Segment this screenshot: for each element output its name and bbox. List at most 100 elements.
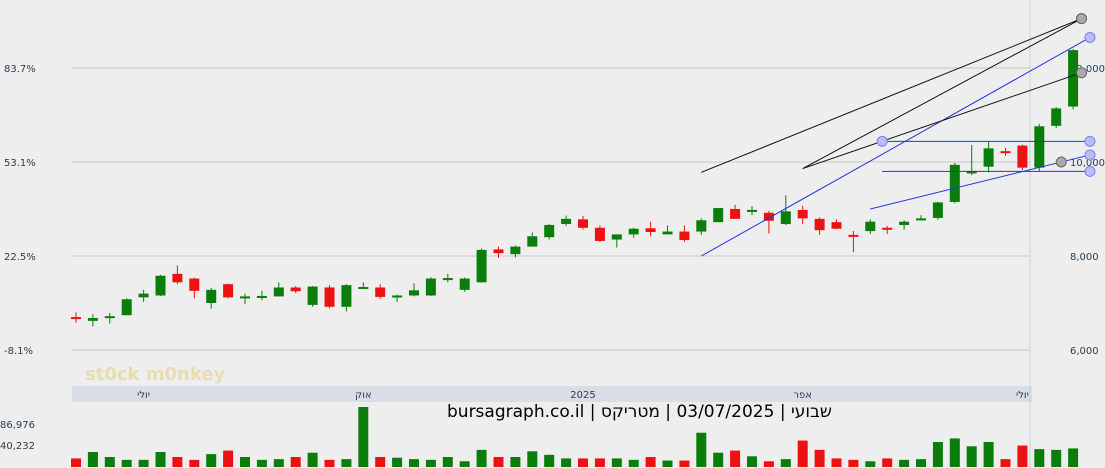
volume-bar [763,461,774,467]
trendline [701,18,1082,173]
price-tick-label: 12,000 [1070,64,1105,75]
candle [983,141,994,173]
candle-body [831,222,842,229]
candle [324,285,335,309]
trendline-handle[interactable] [1084,149,1096,161]
chart-caption: שבועי | 03/07/2025 | מטריקס | bursagraph… [447,402,832,422]
candle [476,248,487,283]
volume-bar [392,457,403,467]
candle [510,245,521,258]
candle-body [882,227,893,230]
volume-bar [442,457,453,467]
candle [713,208,724,223]
volume-bar [189,459,200,467]
candle [1000,147,1011,156]
candle [628,227,639,238]
volume-bar [375,457,386,467]
candle [223,283,234,299]
candle [442,273,453,283]
trendline-handle[interactable] [1084,31,1096,43]
candle [121,298,132,316]
candle-body [256,295,267,298]
price-tick-label: 10,000 [1070,158,1105,169]
candle-body [87,318,98,321]
candle [1068,49,1079,110]
trendline [802,72,1082,170]
candle-body [104,316,115,319]
candle-body [223,284,234,298]
candle-body [949,164,960,202]
volume-bar [87,452,98,467]
trendline-handle[interactable] [1076,13,1088,25]
volume-bar [290,457,301,467]
volume-bar [273,459,284,467]
candle-body [899,221,910,225]
volume-bar [949,438,960,467]
x-tick-label: יולי [1016,390,1029,401]
candle [256,290,267,301]
x-tick-label: 2025 [570,390,595,401]
candle [392,294,403,303]
volume-bar [476,449,487,467]
volume-bar [730,450,741,467]
volume-bar [459,461,470,467]
candle-body [493,249,504,254]
candle [882,225,893,234]
volume-bar [544,454,555,467]
volume-bar [611,458,622,467]
volume-bar [932,442,943,467]
candle [594,225,605,242]
volume-bar [510,457,521,467]
volume-bar [1051,449,1062,467]
trendline-handle[interactable] [1055,156,1067,168]
percent-tick-label: 22.5% [4,252,36,263]
candle-body [611,234,622,240]
volume-bar [747,456,757,467]
candle [206,287,217,309]
candle-body [730,209,741,219]
volume-bar [425,459,436,467]
candle [493,246,504,258]
volume-bar [121,459,132,467]
candle-body [290,287,301,292]
trendline-handle[interactable] [1076,67,1088,79]
candle-body [425,278,436,296]
candle-body [1068,50,1079,107]
trendline-handle[interactable] [1084,165,1096,177]
candle-body [476,249,487,283]
candle-body [983,148,994,167]
candle-body [679,231,690,241]
trendline-handle[interactable] [1084,135,1096,147]
trendline-handles[interactable] [876,13,1096,177]
candle-body [409,290,419,296]
candle-body [375,287,386,297]
candle-body [780,211,791,225]
candle [578,216,588,230]
trendline-handle[interactable] [876,135,888,147]
volume-bar [780,459,791,467]
trendline [802,18,1082,170]
volume-bar [71,458,81,467]
candle [916,215,926,221]
candle-body [932,202,943,218]
percent-tick-label: 83.7% [4,64,36,75]
volume-bar [493,457,504,467]
candle-body [814,218,825,231]
candle [966,145,977,176]
candle [814,217,825,235]
volume-bar [138,459,149,467]
volume-bar [1068,448,1079,467]
volume-bar [594,458,605,467]
candle-body [324,287,335,307]
candle [611,234,622,248]
candle [544,224,555,240]
candle [358,282,369,290]
trendline [870,154,1091,210]
candle-body [392,295,403,298]
volume-bar [679,460,690,467]
candle-body [578,219,588,228]
volume-bar [628,459,639,467]
candle [949,162,960,204]
candle-body [662,231,673,235]
